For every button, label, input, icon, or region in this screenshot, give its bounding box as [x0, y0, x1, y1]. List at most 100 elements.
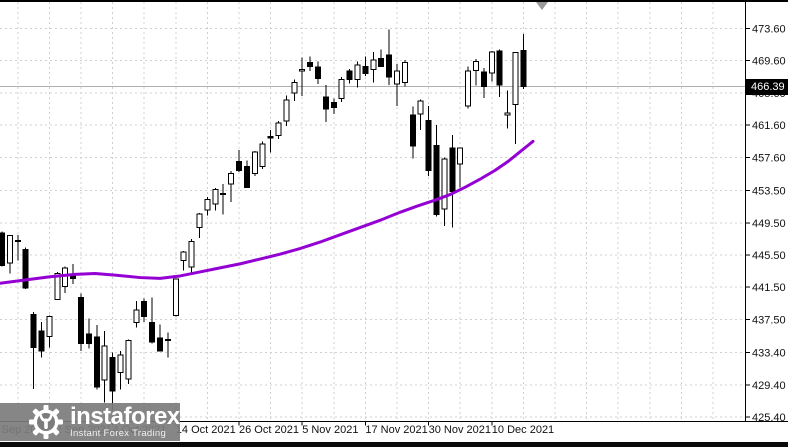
bullish-candle-body [473, 61, 479, 71]
price-tick-label: 457.60 [752, 152, 786, 164]
bullish-candle-body [251, 151, 258, 175]
time-tick-label: 30 Nov 2021 [429, 424, 491, 436]
bullish-candle-body [196, 213, 203, 229]
time-tick-label: 17 Nov 2021 [365, 424, 427, 436]
price-tick-label: 437.50 [752, 314, 786, 326]
bullish-candle-body [338, 78, 345, 100]
bearish-candle-body [93, 336, 100, 388]
bearish-candle-body [433, 144, 440, 216]
bullish-candle-body [370, 59, 377, 71]
bullish-candle-body [54, 273, 61, 300]
bullish-candle-body [180, 251, 187, 262]
bullish-candle-body [259, 143, 266, 167]
chart-shift-marker-icon[interactable] [536, 2, 548, 10]
price-tick-label: 469.60 [752, 56, 786, 68]
price-tick-label: 433.40 [752, 348, 786, 360]
bullish-candle-body [488, 51, 495, 74]
bullish-candle-body [220, 193, 227, 196]
window-top-border [0, 0, 788, 2]
watermark-brand: instaforex [70, 402, 180, 430]
bullish-candle-body [465, 70, 472, 107]
bearish-candle-body [520, 49, 527, 88]
indicator-layer [0, 139, 535, 285]
bearish-candle-body [164, 339, 171, 342]
moving-average-line [0, 139, 535, 285]
bearish-candle-body [243, 165, 250, 188]
bearish-candle-body [386, 54, 393, 78]
bearish-candle-body [22, 248, 29, 289]
bullish-candle-body [188, 240, 195, 268]
bullish-candle-body [62, 267, 69, 287]
gear-bull-icon [29, 405, 63, 439]
bullish-candle-body [125, 339, 132, 380]
bullish-candle-body [275, 122, 282, 137]
price-tick-label: 473.60 [752, 24, 786, 36]
bullish-candle-body [228, 173, 235, 185]
candlesticks [0, 29, 527, 411]
bearish-candle-body [409, 114, 416, 147]
price-tick-label: 445.50 [752, 250, 786, 262]
bullish-candle-body [46, 315, 53, 337]
bearish-candle-body [85, 333, 92, 345]
bullish-candle-body [401, 61, 408, 84]
price-axis-labels: 473.60469.60465.60461.60457.60453.50449.… [746, 24, 786, 424]
bullish-candle-body [512, 52, 519, 105]
price-tick-label: 453.50 [752, 186, 786, 198]
bearish-candle-body [14, 239, 21, 242]
bearish-candle-body [157, 337, 163, 352]
current-price-value: 466.39 [751, 81, 785, 93]
bullish-candle-body [6, 235, 13, 264]
current-price-badge: 466.39 [746, 79, 788, 95]
bearish-candle-body [307, 61, 314, 67]
chart-gridlines [0, 2, 745, 421]
price-axis[interactable] [746, 0, 788, 421]
bearish-candle-body [425, 119, 432, 171]
bullish-candle-body [394, 70, 400, 85]
bearish-candle-body [449, 147, 456, 192]
bullish-candle-body [172, 278, 179, 316]
bearish-candle-body [78, 297, 84, 345]
bearish-candle-body [322, 96, 329, 110]
bullish-candle-body [212, 189, 219, 205]
bearish-candle-body [267, 136, 274, 139]
bullish-candle-body [133, 309, 140, 324]
bearish-candle-body [236, 160, 242, 171]
bullish-candle-body [299, 69, 306, 72]
time-tick-label: 14 Oct 2021 [176, 424, 236, 436]
price-tick-label: 429.40 [752, 380, 786, 392]
bullish-candle-body [291, 82, 298, 94]
price-tick-label: 441.50 [752, 282, 786, 294]
bullish-candle-body [117, 354, 124, 374]
bullish-candle-body [101, 345, 108, 381]
bullish-candle-body [354, 64, 361, 80]
bearish-candle-body [346, 70, 353, 80]
window-bottom-border [0, 442, 788, 447]
bullish-candle-body [283, 99, 290, 122]
bearish-candle-body [378, 57, 385, 67]
bullish-candle-body [204, 198, 211, 211]
bearish-candle-body [330, 102, 337, 108]
bearish-candle-body [0, 232, 5, 266]
watermark-tagline: Instant Forex Trading [70, 427, 167, 439]
bullish-candle-body [504, 112, 511, 116]
bullish-candle-body [457, 147, 464, 165]
bearish-candle-body [141, 301, 148, 317]
bearish-candle-body [149, 322, 156, 343]
price-tick-label: 461.60 [752, 120, 786, 132]
instaforex-watermark: instaforex Instant Forex Trading [0, 403, 180, 441]
price-tick-label: 425.40 [752, 412, 786, 424]
bearish-candle-body [362, 65, 369, 75]
bearish-candle-body [109, 356, 116, 392]
time-tick-label: 26 Oct 2021 [239, 424, 299, 436]
bearish-candle-body [315, 66, 321, 79]
bearish-candle-body [30, 314, 37, 349]
bearish-candle-body [480, 71, 487, 88]
price-tick-label: 449.50 [752, 218, 786, 230]
time-tick-label: 10 Dec 2021 [492, 424, 554, 436]
bearish-candle-body [496, 50, 503, 86]
bullish-candle-body [417, 100, 424, 115]
time-tick-label: 5 Nov 2021 [302, 424, 358, 436]
bullish-candle-body [441, 158, 448, 210]
